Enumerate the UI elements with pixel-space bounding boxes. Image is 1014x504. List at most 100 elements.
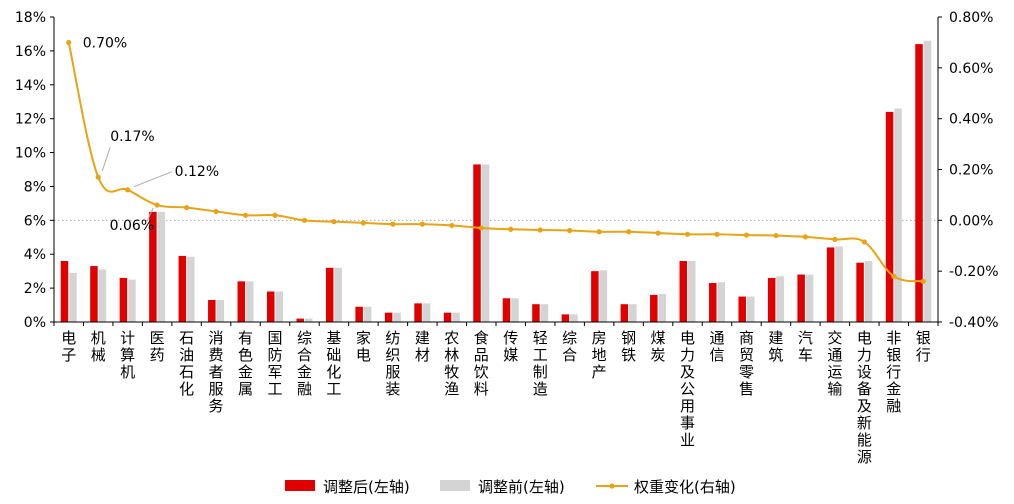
weight-change-point-20 — [655, 230, 661, 236]
weight-change-point-19 — [626, 229, 632, 235]
category-label-8: 综合金融 — [297, 329, 312, 398]
category-label-15: 传媒 — [503, 329, 518, 364]
bar-after-27 — [856, 262, 864, 322]
bar-before-18 — [599, 270, 608, 322]
weight-change-line — [67, 42, 924, 283]
weight-change-point-6 — [242, 212, 249, 218]
weight-change-point-1 — [95, 174, 101, 180]
category-label-5: 消费者服务 — [209, 329, 224, 415]
right-tick-label-6: 0.80% — [949, 10, 993, 26]
right-tick-label-3: 0.20% — [949, 163, 993, 179]
bar-before-3 — [157, 211, 166, 322]
category-label-21: 电力及公用事业 — [680, 329, 695, 449]
bar-after-4 — [178, 255, 187, 322]
right-tick-label-0: -0.40% — [949, 315, 999, 331]
weight-change-point-27 — [861, 239, 867, 245]
bar-before-13 — [452, 312, 460, 322]
weight-change-point-26 — [832, 236, 838, 242]
category-label-6: 有色金属 — [238, 329, 253, 398]
bar-before-4 — [187, 256, 195, 322]
category-label-20: 煤炭 — [651, 329, 666, 364]
weight-change-point-28 — [891, 273, 897, 279]
bar-after-3 — [149, 211, 157, 322]
left-tick-label-2: 4% — [24, 247, 46, 263]
bar-before-1 — [98, 269, 107, 322]
bar-after-7 — [267, 291, 275, 322]
annotation-label-2: 0.12% — [175, 164, 219, 180]
weight-change-point-15 — [508, 226, 514, 232]
category-label-4: 石油石化 — [179, 329, 194, 398]
bar-after-0 — [60, 261, 69, 322]
bar-before-25 — [805, 274, 814, 322]
right-tick-label-5: 0.60% — [949, 61, 993, 77]
annotation-leader-2 — [133, 171, 172, 188]
left-tick-label-6: 12% — [15, 112, 46, 128]
weight-change-point-2 — [125, 187, 131, 193]
weight-change-point-13 — [449, 222, 455, 229]
weight-change-point-25 — [802, 234, 809, 240]
bar-after-10 — [355, 306, 363, 322]
weight-change-point-7 — [272, 212, 278, 218]
weight-change-point-4 — [184, 205, 190, 211]
category-label-7: 国防军工 — [267, 329, 282, 398]
bar-before-23 — [746, 296, 755, 322]
bar-after-11 — [384, 312, 393, 322]
weight-change-point-17 — [567, 227, 573, 234]
category-label-0: 电子 — [61, 329, 76, 364]
weight-change-point-29 — [920, 278, 926, 284]
category-label-18: 房地产 — [592, 329, 607, 381]
bar-after-20 — [650, 294, 658, 322]
bar-before-14 — [481, 164, 490, 322]
bar-after-29 — [915, 44, 923, 322]
bar-after-24 — [767, 277, 776, 322]
bar-before-24 — [776, 276, 784, 322]
left-tick-label-8: 16% — [15, 44, 46, 60]
bar-after-18 — [591, 271, 599, 322]
weight-change-point-18 — [596, 229, 602, 235]
category-label-11: 纺织服装 — [385, 329, 400, 398]
category-label-17: 综合 — [562, 329, 577, 364]
bar-before-10 — [363, 306, 372, 322]
bar-after-5 — [208, 299, 216, 322]
bar-after-9 — [325, 267, 334, 322]
weight-change-point-8 — [301, 217, 308, 223]
bar-after-22 — [709, 283, 717, 322]
weight-change-point-22 — [714, 231, 720, 237]
right-tick-label-1: -0.20% — [949, 264, 999, 280]
bar-after-16 — [532, 304, 540, 322]
bar-after-15 — [502, 298, 511, 322]
left-tick-label-1: 2% — [24, 281, 46, 297]
category-label-25: 汽车 — [798, 329, 813, 364]
bar-before-27 — [864, 261, 873, 322]
legend-swatch-0 — [285, 480, 315, 491]
annotation-leader-3 — [146, 207, 154, 222]
bar-before-7 — [275, 291, 283, 322]
category-label-26: 交通运输 — [827, 329, 842, 398]
bar-after-25 — [797, 274, 805, 322]
bar-before-29 — [923, 40, 932, 322]
category-label-10: 家电 — [356, 329, 371, 364]
bar-before-28 — [894, 108, 902, 322]
bar-after-17 — [561, 314, 570, 322]
weight-change-point-3 — [154, 202, 160, 208]
bar-after-23 — [738, 296, 746, 322]
bar-before-6 — [246, 281, 254, 322]
right-axis: -0.40% -0.20% 0.00% 0.20% 0.40% 0.60% 0.80% — [937, 10, 999, 331]
weight-change-point-5 — [213, 208, 219, 215]
bar-before-22 — [717, 282, 725, 322]
bar-after-12 — [414, 303, 422, 322]
bar-after-1 — [90, 266, 98, 322]
category-label-12: 建材 — [415, 329, 430, 364]
left-tick-label-4: 8% — [24, 179, 46, 195]
left-tick-label-0: 0% — [24, 315, 46, 331]
category-label-16: 轻工制造 — [533, 329, 548, 398]
bar-before-21 — [688, 261, 696, 322]
category-label-24: 建筑 — [768, 329, 783, 364]
annotation-label-1: 0.17% — [110, 129, 154, 145]
weight-change-point-24 — [773, 232, 779, 239]
bar-before-9 — [334, 267, 342, 322]
bar-after-14 — [473, 164, 481, 322]
bar-before-15 — [511, 298, 519, 322]
category-label-23: 商贸零售 — [739, 329, 754, 398]
